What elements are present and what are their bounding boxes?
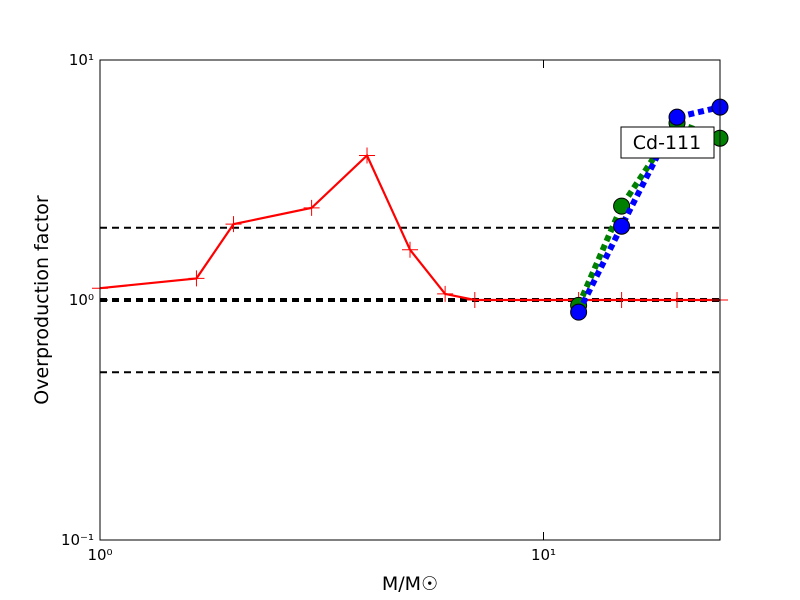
marker — [669, 292, 686, 308]
marker — [613, 197, 631, 215]
marker — [303, 199, 320, 216]
y-tick-label: 10¹ — [69, 51, 94, 69]
x-tick-label: 10⁰ — [87, 546, 112, 564]
x-axis-label: M/M☉ — [382, 573, 438, 595]
y-tick-label: 10⁻¹ — [61, 531, 94, 549]
marker — [466, 292, 483, 308]
annotation: Cd-111 — [633, 132, 701, 154]
marker — [570, 303, 588, 321]
marker — [188, 270, 205, 287]
marker — [359, 147, 376, 164]
series-line — [575, 104, 721, 314]
annotation-box — [620, 126, 715, 159]
x-tick-label: 10¹ — [531, 546, 556, 564]
marker — [668, 108, 686, 126]
series-line — [99, 153, 720, 302]
marker — [613, 292, 630, 308]
y-axis-label: Overproduction factor — [31, 195, 53, 405]
marker — [437, 285, 454, 302]
y-tick-label: 10⁰ — [69, 291, 94, 309]
marker — [402, 241, 418, 258]
marker — [225, 216, 242, 233]
marker — [613, 217, 631, 235]
